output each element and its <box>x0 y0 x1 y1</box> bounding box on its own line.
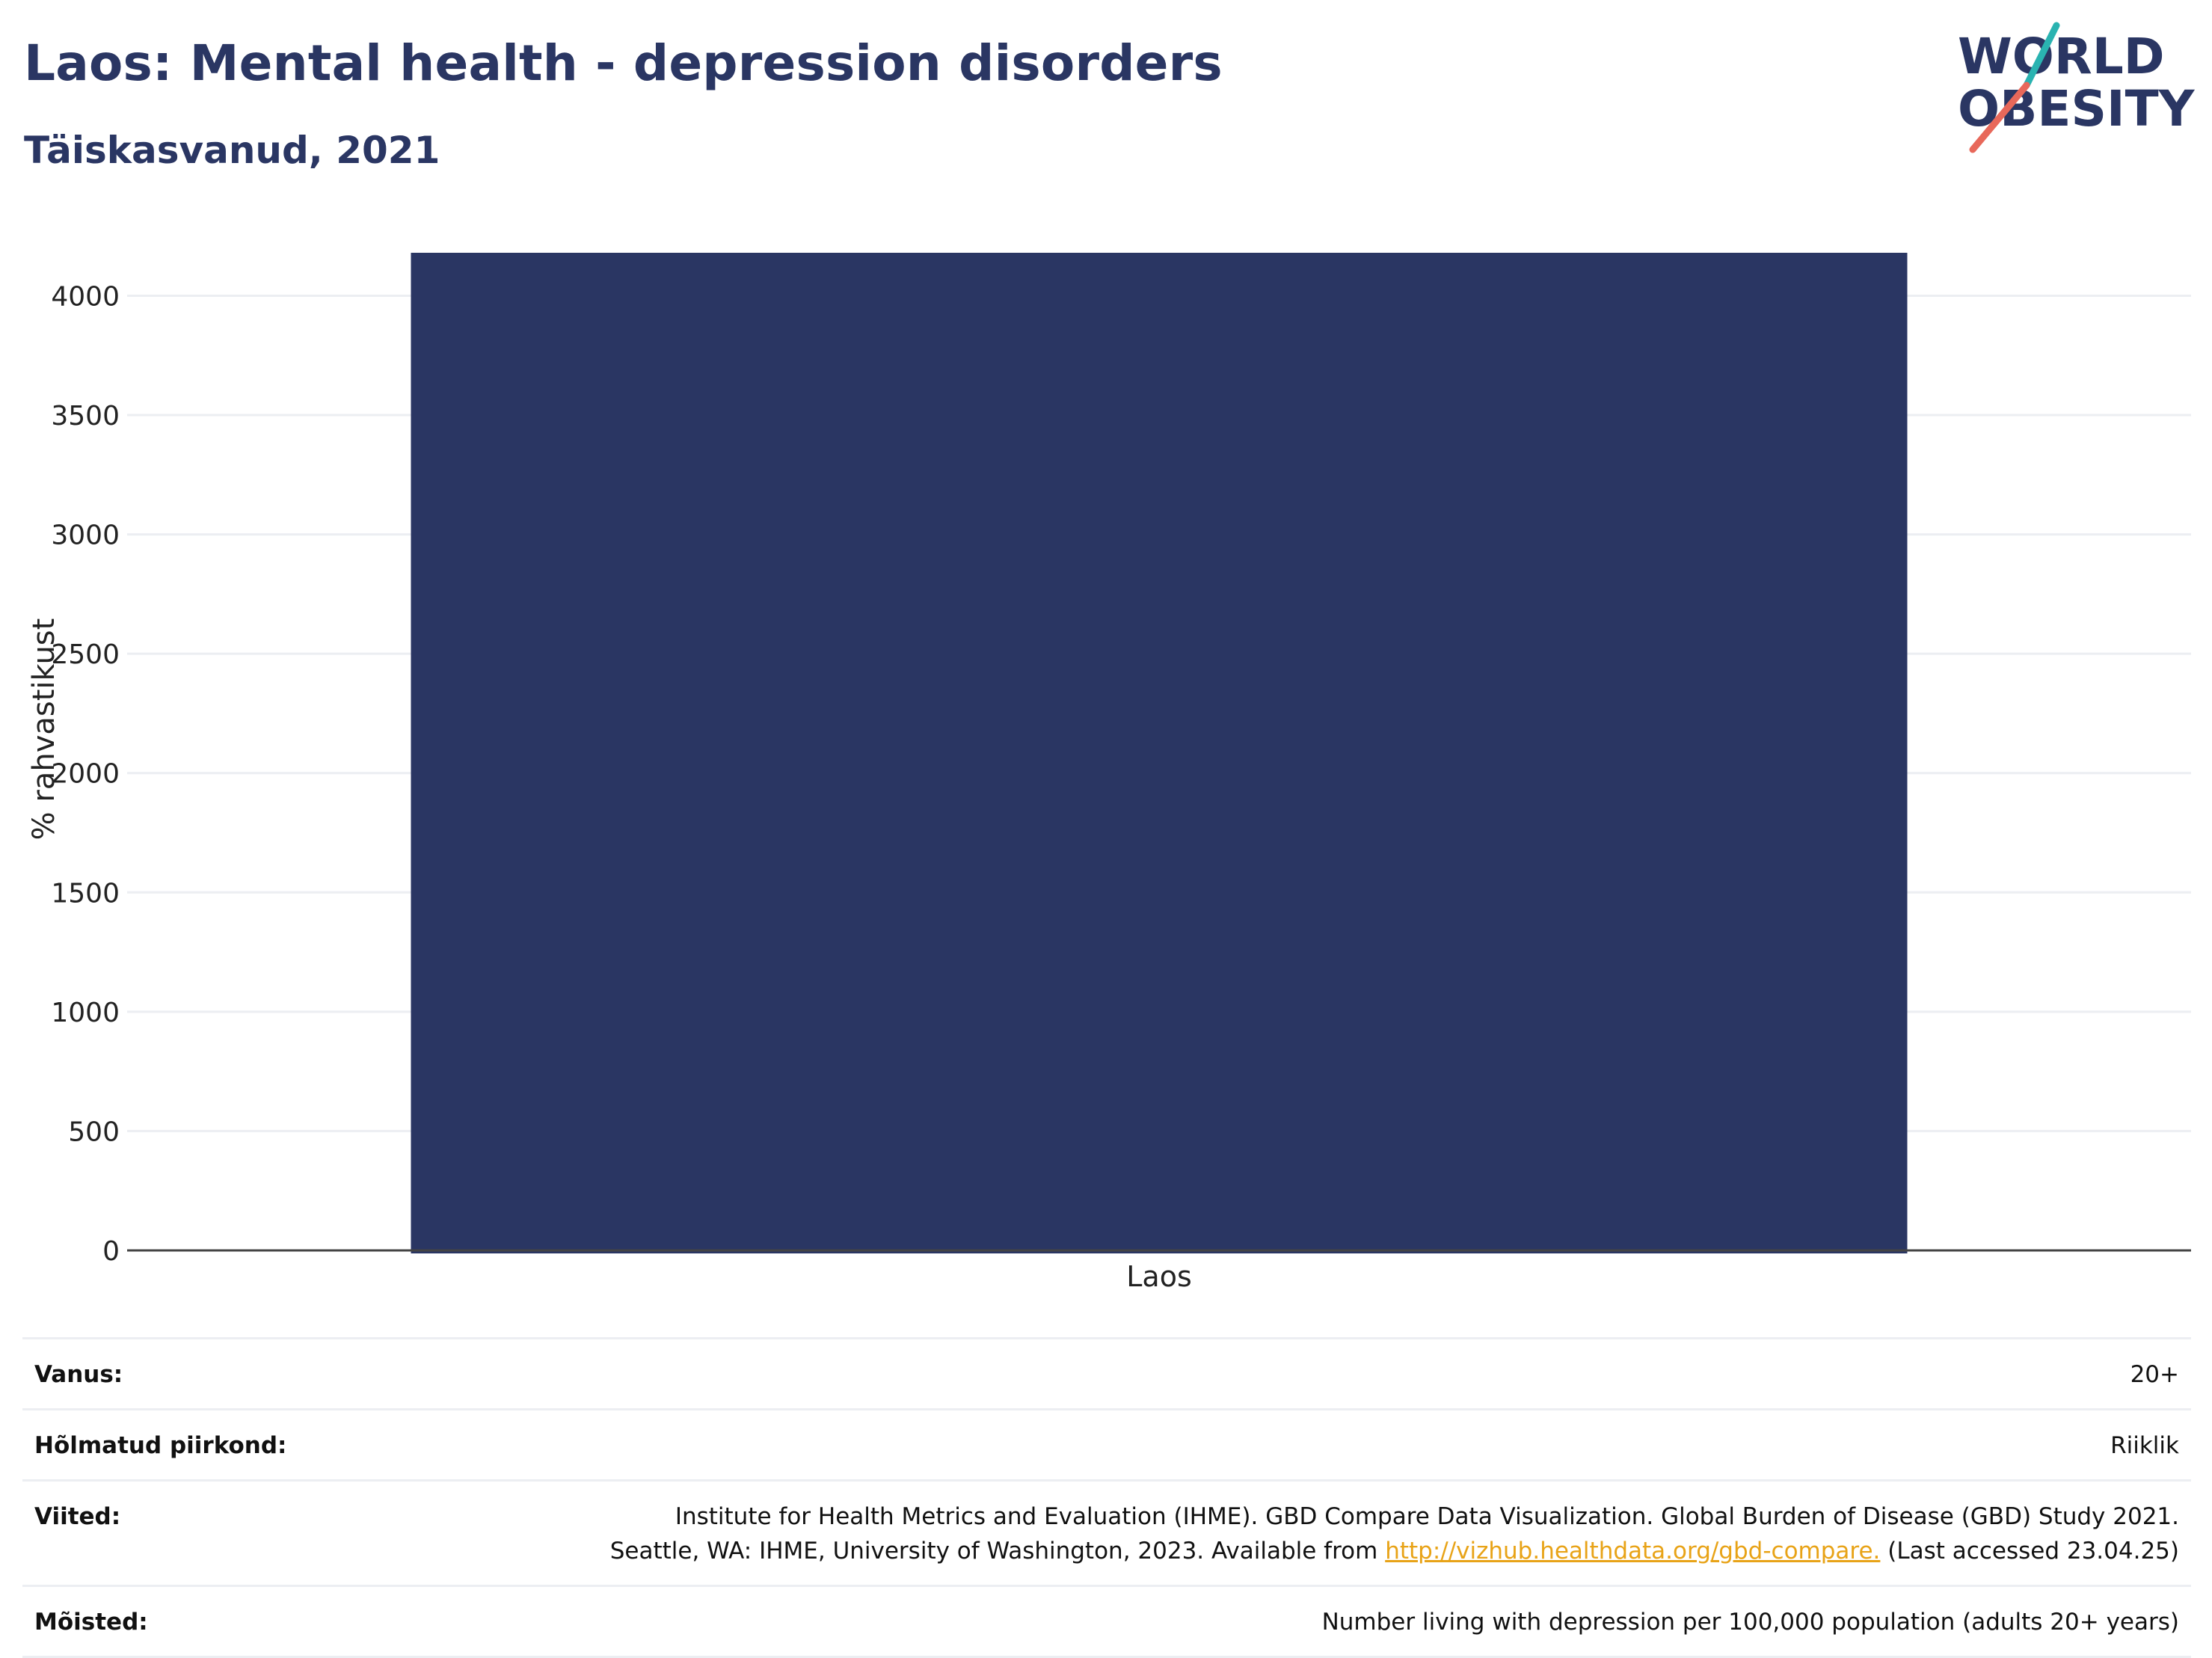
info-row-references: Viited: Institute for Health Metrics and… <box>22 1482 2191 1587</box>
info-row-age: Vanus: 20+ <box>22 1339 2191 1410</box>
info-row-definitions: Mõisted: Number living with depression p… <box>22 1587 2191 1658</box>
info-key-definitions: Mõisted: <box>34 1609 148 1636</box>
chart-subtitle: Täiskasvanud, 2021 <box>24 129 440 172</box>
y-tick-label: 0 <box>102 1236 120 1267</box>
y-tick-label: 2500 <box>51 639 120 670</box>
info-value-age: 20+ <box>2130 1361 2179 1388</box>
bar-chart: 0 500 1000 1500 2000 2500 3000 3500 4000 Laos % … <box>27 253 2191 1293</box>
bar-laos <box>411 253 1908 1253</box>
logo-slash-top <box>2023 22 2060 89</box>
info-key-age: Vanus: <box>34 1361 123 1388</box>
y-tick-label: 500 <box>68 1117 120 1147</box>
info-value-definitions: Number living with depression per 100,00… <box>1321 1609 2179 1636</box>
reference-line-2-pre: Seattle, WA: IHME, University of Washing… <box>609 1538 1386 1565</box>
reference-line-2-post: (Last accessed 23.04.25) <box>1880 1538 2179 1565</box>
x-category-label: Laos <box>1126 1260 1192 1293</box>
info-key-references: Viited: <box>34 1503 121 1530</box>
x-axis-categories: Laos <box>1126 1260 1192 1293</box>
info-table: Vanus: 20+ Hõlmatud piirkond: Riiklik Vi… <box>22 1337 2191 1658</box>
bars <box>411 253 1908 1253</box>
logo-slash-bottom <box>1969 82 2030 153</box>
info-key-region: Hõlmatud piirkond: <box>34 1432 287 1459</box>
y-tick-label: 4000 <box>51 281 120 312</box>
info-value-references: Institute for Health Metrics and Evaluat… <box>610 1499 2179 1568</box>
y-tick-label: 1500 <box>51 878 120 909</box>
logo-line-obesity: OBESITY <box>1958 80 2196 138</box>
y-axis-label: % rahvastikust <box>27 618 61 841</box>
reference-line-1: Institute for Health Metrics and Evaluat… <box>675 1503 2179 1530</box>
logo-line-world: WORLD <box>1958 28 2165 85</box>
reference-link[interactable]: http://vizhub.healthdata.org/gbd-compare… <box>1385 1538 1881 1565</box>
y-tick-label: 2000 <box>51 759 120 790</box>
y-tick-label: 1000 <box>51 998 120 1028</box>
info-row-region: Hõlmatud piirkond: Riiklik <box>22 1410 2191 1482</box>
chart-title: Laos: Mental health - depression disorde… <box>24 34 1223 92</box>
world-obesity-logo: WORLD OBESITY <box>1958 22 2196 153</box>
y-tick-label: 3500 <box>51 401 120 432</box>
y-axis-ticks: 0 500 1000 1500 2000 2500 3000 3500 4000 <box>51 281 120 1267</box>
info-value-region: Riiklik <box>2110 1432 2179 1459</box>
y-tick-label: 3000 <box>51 521 120 551</box>
